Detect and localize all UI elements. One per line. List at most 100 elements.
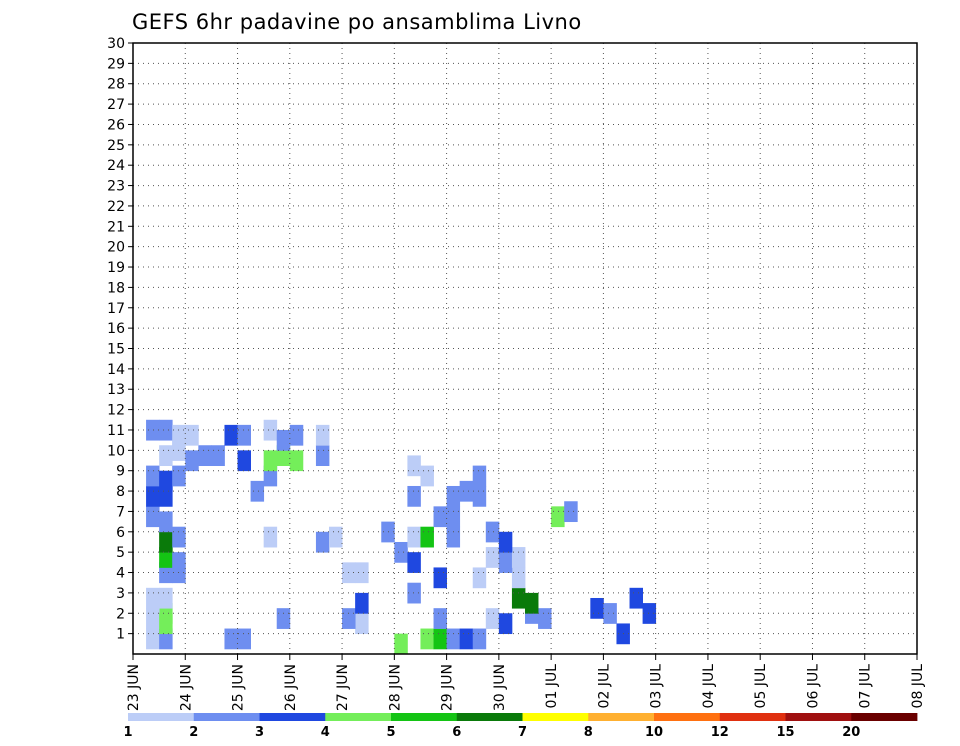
colorbar-swatch — [588, 713, 655, 721]
heatmap-cell — [433, 608, 447, 629]
y-tick-label: 22 — [107, 199, 125, 215]
heatmap-cell — [603, 603, 617, 624]
colorbar-swatch — [654, 713, 721, 721]
y-tick-label: 15 — [107, 342, 125, 358]
heatmap-cell — [172, 526, 186, 548]
heatmap-cell — [629, 587, 643, 609]
colorbar-label: 6 — [452, 725, 461, 740]
colorbar-label: 15 — [776, 725, 794, 740]
x-tick-label: 23 JUN — [126, 664, 142, 711]
colorbar-label: 7 — [518, 725, 527, 740]
heatmap-cell — [472, 485, 487, 507]
heatmap-cell — [250, 480, 265, 502]
colorbar-swatch — [522, 713, 589, 721]
heatmap-cell — [472, 465, 487, 487]
x-tick-label: 05 JUL — [753, 664, 769, 709]
heatmap-cell — [211, 445, 225, 467]
heatmap-cell — [564, 501, 578, 523]
x-tick-label: 27 JUN — [335, 664, 351, 711]
x-tick-label: 04 JUL — [701, 664, 717, 709]
heatmap-cell — [159, 587, 173, 609]
colorbar-label: 12 — [711, 725, 729, 740]
heatmap-cell — [590, 597, 604, 619]
heatmap-cell — [525, 592, 539, 614]
heatmap-cell — [538, 608, 552, 629]
heatmap-cell — [551, 506, 565, 528]
heatmap-cell — [159, 445, 173, 467]
chart-title: GEFS 6hr padavine po ansamblima Livno — [132, 10, 582, 34]
y-tick-label: 29 — [107, 56, 125, 72]
colorbar-swatch — [193, 713, 260, 721]
heatmap-cell — [237, 424, 251, 446]
y-tick-label: 18 — [107, 280, 125, 296]
y-tick-label: 28 — [107, 77, 125, 93]
colorbar-label: 1 — [123, 725, 132, 740]
colorbar-label: 2 — [189, 725, 198, 740]
colorbar-label: 8 — [584, 725, 593, 740]
heatmap-cell — [159, 613, 173, 635]
heatmap-cell — [172, 424, 186, 446]
heatmap-cell — [446, 506, 461, 528]
heatmap-cell — [472, 628, 487, 650]
x-tick-label: 07 JUL — [858, 664, 874, 709]
x-tick-label: 08 JUL — [910, 664, 926, 709]
y-tick-label: 6 — [116, 525, 125, 541]
colorbar-label: 3 — [255, 725, 264, 740]
heatmap-cell — [237, 628, 251, 650]
x-tick-label: 24 JUN — [178, 664, 194, 711]
heatmap-cell — [459, 628, 474, 650]
heatmap-cell — [146, 465, 160, 487]
y-tick-label: 14 — [107, 362, 125, 378]
heatmap-cell — [315, 445, 330, 467]
heatmap-cell — [485, 521, 500, 543]
x-tick-label: 25 JUN — [231, 664, 247, 711]
heatmap-cell — [498, 552, 513, 573]
y-tick-label: 7 — [116, 504, 125, 520]
heatmap-cell — [224, 628, 238, 650]
x-tick-label: 03 JUL — [649, 664, 665, 709]
heatmap-cell — [315, 424, 330, 446]
heatmap-cell — [315, 531, 330, 553]
heatmap-cell — [146, 506, 160, 528]
y-tick-label: 23 — [107, 179, 125, 195]
x-tick-label: 26 JUN — [283, 664, 299, 711]
heatmap-cell — [289, 424, 304, 446]
y-tick-label: 8 — [116, 484, 125, 500]
colorbar-label: 4 — [321, 725, 330, 740]
heatmap-cell — [146, 608, 160, 629]
colorbar-swatch — [128, 713, 195, 721]
heatmap-cell — [498, 531, 513, 553]
y-tick-label: 25 — [107, 138, 125, 154]
colorbar-label: 10 — [645, 725, 663, 740]
heatmap-cell — [420, 628, 434, 650]
heatmap-cell — [511, 567, 526, 589]
heatmap-cell — [485, 608, 500, 629]
heatmap-cell — [407, 582, 421, 604]
heatmap-cell — [433, 506, 447, 528]
heatmap-cell — [263, 450, 278, 472]
y-tick-label: 10 — [107, 443, 125, 459]
heatmap-cell — [198, 445, 212, 467]
heatmap-cell — [420, 526, 434, 548]
heatmap-cell — [185, 450, 199, 472]
y-tick-label: 1 — [116, 627, 125, 643]
heatmap-cell — [485, 547, 500, 568]
heatmap-cell — [224, 424, 238, 446]
heatmap-cell — [446, 526, 461, 548]
colorbar-label: 20 — [842, 725, 860, 740]
colorbar-swatch — [325, 713, 392, 721]
heatmap-cell — [498, 613, 513, 635]
y-tick-label: 30 — [107, 36, 125, 52]
heatmap-cell — [433, 567, 447, 589]
heatmap-cell — [355, 562, 369, 584]
heatmap-cell — [146, 587, 160, 609]
heatmap-cell — [642, 603, 657, 624]
y-tick-label: 11 — [107, 423, 125, 439]
heatmap-cell — [172, 465, 186, 487]
heatmap-cell — [329, 526, 343, 548]
heatmap-cell — [342, 608, 356, 629]
heatmap-cell — [459, 480, 474, 502]
heatmap-cell — [511, 547, 526, 568]
